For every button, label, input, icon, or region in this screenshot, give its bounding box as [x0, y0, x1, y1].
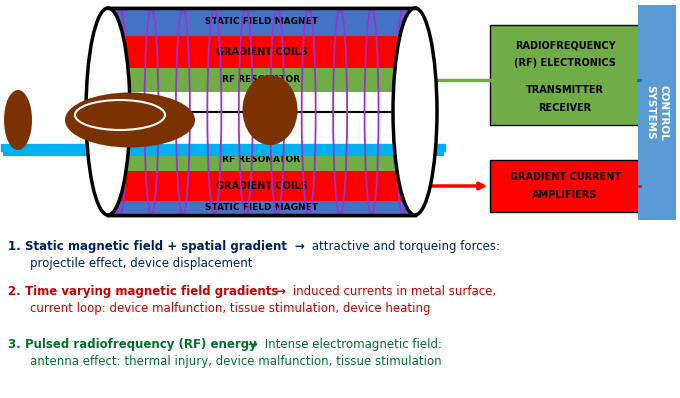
- Text: RADIOFREQUENCY: RADIOFREQUENCY: [515, 40, 615, 50]
- Bar: [108, 8, 415, 215]
- Text: →: →: [294, 240, 304, 253]
- Bar: [490, 25, 640, 125]
- Bar: [638, 5, 676, 220]
- Text: STATIC FIELD MAGNET: STATIC FIELD MAGNET: [205, 203, 318, 213]
- Bar: [108, 201, 415, 215]
- Text: 2.: 2.: [8, 285, 25, 298]
- Text: current loop: device malfunction, tissue stimulation, device heating: current loop: device malfunction, tissue…: [30, 302, 430, 315]
- Bar: [108, 147, 415, 171]
- Ellipse shape: [65, 92, 195, 148]
- Ellipse shape: [393, 8, 437, 215]
- Text: attractive and torqueing forces:: attractive and torqueing forces:: [308, 240, 500, 253]
- Text: →: →: [247, 338, 257, 351]
- Text: Intense electromagnetic field:: Intense electromagnetic field:: [261, 338, 442, 351]
- Text: GRADIENT CURRENT: GRADIENT CURRENT: [509, 172, 620, 182]
- Ellipse shape: [243, 75, 298, 145]
- Bar: [108, 36, 415, 68]
- Ellipse shape: [4, 90, 32, 150]
- Text: GRADIENT COILS: GRADIENT COILS: [216, 181, 307, 191]
- Text: induced currents in metal surface,: induced currents in metal surface,: [289, 285, 496, 298]
- Text: STATIC FIELD MAGNET: STATIC FIELD MAGNET: [205, 18, 318, 27]
- Bar: [108, 171, 415, 201]
- Text: TRANSMITTER: TRANSMITTER: [526, 85, 604, 95]
- Text: RECEIVER: RECEIVER: [539, 103, 592, 113]
- Text: Time varying magnetic field gradients: Time varying magnetic field gradients: [25, 285, 282, 298]
- Bar: [108, 68, 415, 92]
- Bar: [490, 160, 640, 212]
- Text: →: →: [275, 285, 285, 298]
- Text: Pulsed radiofrequency (RF) energy: Pulsed radiofrequency (RF) energy: [25, 338, 261, 351]
- Text: RF RESONATOR: RF RESONATOR: [222, 154, 301, 164]
- Text: Static magnetic field + spatial gradient: Static magnetic field + spatial gradient: [25, 240, 291, 253]
- Text: AMPLIFIERS: AMPLIFIERS: [532, 190, 598, 200]
- Ellipse shape: [86, 8, 130, 215]
- Text: RF RESONATOR: RF RESONATOR: [222, 76, 301, 84]
- Text: projectile effect, device displacement: projectile effect, device displacement: [30, 257, 252, 270]
- Text: (RF) ELECTRONICS: (RF) ELECTRONICS: [514, 58, 616, 68]
- Text: CONTROL
SYSTEMS: CONTROL SYSTEMS: [645, 85, 668, 140]
- Text: GRADIENT COILS: GRADIENT COILS: [216, 47, 307, 57]
- Text: 1.: 1.: [8, 240, 25, 253]
- Text: antenna effect: thermal injury, device malfunction, tissue stimulation: antenna effect: thermal injury, device m…: [30, 355, 441, 368]
- Bar: [108, 8, 415, 36]
- Text: 3.: 3.: [8, 338, 25, 351]
